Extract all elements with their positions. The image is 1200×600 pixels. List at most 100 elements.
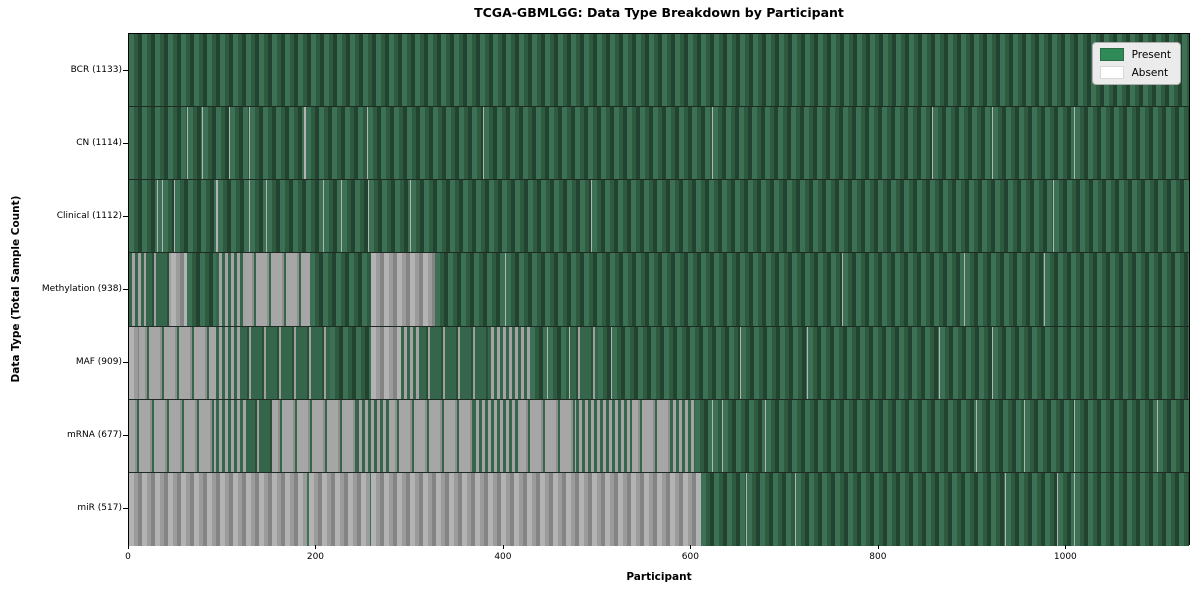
- run-present: [1074, 472, 1189, 546]
- run-present: [1044, 253, 1189, 326]
- run-present: [808, 326, 940, 399]
- run-mixed: [576, 399, 633, 472]
- run-absent: [171, 253, 187, 326]
- run-mostly: [389, 399, 474, 472]
- run-absent: [1024, 399, 1026, 472]
- run-absent: [547, 326, 549, 399]
- heatmap-row-Methylation: [129, 253, 1189, 327]
- run-present: [369, 180, 411, 253]
- run-absent: [371, 472, 701, 546]
- heatmap-plot-area: [128, 33, 1190, 546]
- run-present: [434, 253, 506, 326]
- run-mostly: [241, 326, 331, 399]
- run-present: [411, 180, 591, 253]
- y-tick-mark: [123, 215, 128, 217]
- run-absent: [1004, 472, 1006, 546]
- run-present: [747, 472, 796, 546]
- run-present: [129, 34, 1189, 107]
- run-mostly: [419, 326, 489, 399]
- run-mixed: [356, 399, 390, 472]
- y-tick-label-CN: CN (1114): [76, 137, 122, 148]
- run-mixed: [401, 326, 420, 399]
- run-present: [267, 180, 324, 253]
- run-absent: [807, 326, 809, 399]
- y-tick-label-BCR: BCR (1133): [70, 64, 122, 75]
- run-absent: [841, 253, 843, 326]
- run-absent: [746, 472, 748, 546]
- run-present: [229, 107, 249, 180]
- run-absent: [939, 326, 940, 399]
- run-absent: [308, 472, 371, 546]
- run-absent: [173, 180, 175, 253]
- x-tick-mark: [128, 545, 129, 549]
- run-absent: [187, 107, 188, 180]
- run-present: [305, 107, 368, 180]
- run-absent: [371, 326, 402, 399]
- run-absent: [568, 326, 570, 399]
- run-present: [484, 107, 712, 180]
- run-absent: [964, 253, 966, 326]
- y-tick-mark: [123, 362, 128, 364]
- run-present: [306, 472, 309, 546]
- legend-item-present: Present: [1099, 48, 1171, 61]
- x-tick-mark: [502, 545, 504, 549]
- run-present: [591, 180, 1054, 253]
- x-tick-label-200: 200: [306, 552, 325, 562]
- run-present: [795, 472, 1005, 546]
- run-absent: [229, 107, 230, 180]
- heatmap-row-Clinical: [129, 180, 1189, 254]
- run-present: [202, 107, 230, 180]
- y-tick-label-MAF: MAF (909): [75, 357, 122, 368]
- run-absent: [367, 107, 369, 180]
- heatmap-row-miR: [129, 472, 1189, 546]
- legend-box: Present Absent: [1091, 42, 1181, 85]
- run-absent: [1073, 472, 1075, 546]
- x-tick-label-800: 800: [869, 552, 887, 562]
- run-present: [993, 107, 1074, 180]
- run-absent: [795, 472, 796, 546]
- x-tick-label-1000: 1000: [1053, 552, 1077, 562]
- run-present: [977, 399, 1025, 472]
- run-present: [1025, 399, 1074, 472]
- run-present: [368, 107, 484, 180]
- run-absent: [483, 107, 485, 180]
- run-absent: [248, 180, 250, 253]
- run-present: [965, 253, 1044, 326]
- x-axis-title: Participant: [626, 571, 692, 583]
- run-mostly: [245, 253, 311, 326]
- run-absent: [323, 180, 325, 253]
- run-absent: [248, 107, 250, 180]
- legend-label-present: Present: [1131, 48, 1171, 61]
- y-tick-mark: [123, 69, 128, 71]
- run-absent: [610, 326, 612, 399]
- run-absent: [129, 326, 140, 399]
- run-absent: [1073, 107, 1075, 180]
- run-absent: [992, 326, 994, 399]
- run-present: [1074, 107, 1189, 180]
- run-present: [174, 180, 216, 253]
- legend-item-absent: Absent: [1099, 66, 1171, 79]
- absent-swatch-icon: [1099, 66, 1124, 79]
- legend-label-absent: Absent: [1131, 66, 1169, 79]
- run-absent: [266, 180, 268, 253]
- heatmap-row-CN: [129, 107, 1189, 181]
- run-mostly: [632, 399, 670, 472]
- run-absent: [410, 180, 412, 253]
- run-mixed: [216, 399, 249, 472]
- run-present: [694, 399, 712, 472]
- run-present: [530, 326, 548, 399]
- run-present: [249, 107, 304, 180]
- run-absent: [976, 399, 978, 472]
- run-present: [162, 180, 174, 253]
- run-present: [129, 107, 187, 180]
- run-present: [342, 180, 369, 253]
- y-tick-label-mRNA: mRNA (677): [67, 430, 122, 441]
- run-mixed: [473, 399, 520, 472]
- run-present: [217, 180, 249, 253]
- run-mixed: [215, 326, 242, 399]
- y-tick-mark: [123, 289, 128, 290]
- run-absent: [129, 472, 307, 546]
- run-mostly: [272, 399, 357, 472]
- y-tick-label-miR: miR (517): [77, 503, 122, 514]
